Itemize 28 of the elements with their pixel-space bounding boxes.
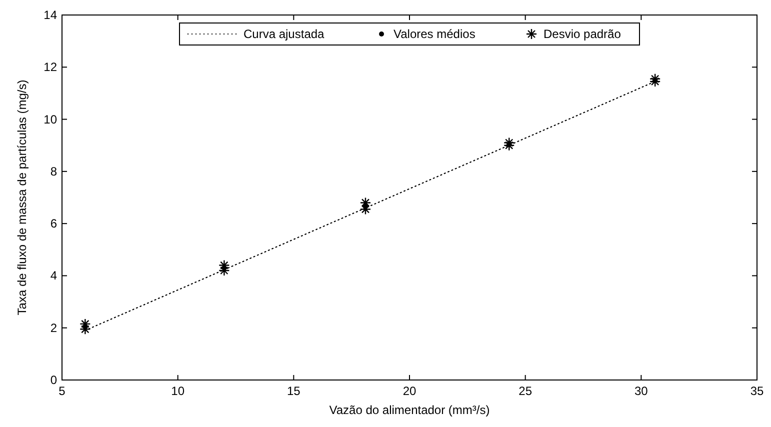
point <box>360 197 372 208</box>
x-axis-title: Vazão do alimentador (mm³/s) <box>329 403 490 417</box>
point <box>504 137 515 148</box>
x-tick-label: 35 <box>750 384 764 398</box>
legend-label: Curva ajustada <box>244 27 325 41</box>
legend-label: Valores médios <box>394 27 476 41</box>
x-tick-label: 15 <box>286 384 301 398</box>
point <box>649 76 661 88</box>
x-tick-label: 10 <box>171 384 185 398</box>
y-axis-title: Taxa de fluxo de massa de partículas (mg/s) <box>15 80 29 316</box>
point <box>504 140 515 151</box>
y-tick-label: 14 <box>44 8 58 22</box>
x-tick-label: 25 <box>518 384 532 398</box>
y-tick-label: 10 <box>44 112 58 126</box>
y-tick-label: 4 <box>50 268 58 283</box>
point <box>360 204 372 215</box>
y-tick-label: 12 <box>44 60 58 74</box>
point <box>218 260 230 271</box>
x-tick-label: 5 <box>58 384 66 398</box>
point <box>80 324 91 335</box>
point <box>649 73 661 84</box>
y-tick-label: 0 <box>50 373 58 387</box>
y-tick-label: 8 <box>50 164 58 178</box>
y-tick-label: 2 <box>50 320 58 335</box>
y-tick-label: 6 <box>50 216 58 231</box>
x-tick-label: 20 <box>402 384 416 398</box>
legend-label: Desvio padrão <box>544 27 622 41</box>
x-tick-label: 30 <box>634 384 648 398</box>
